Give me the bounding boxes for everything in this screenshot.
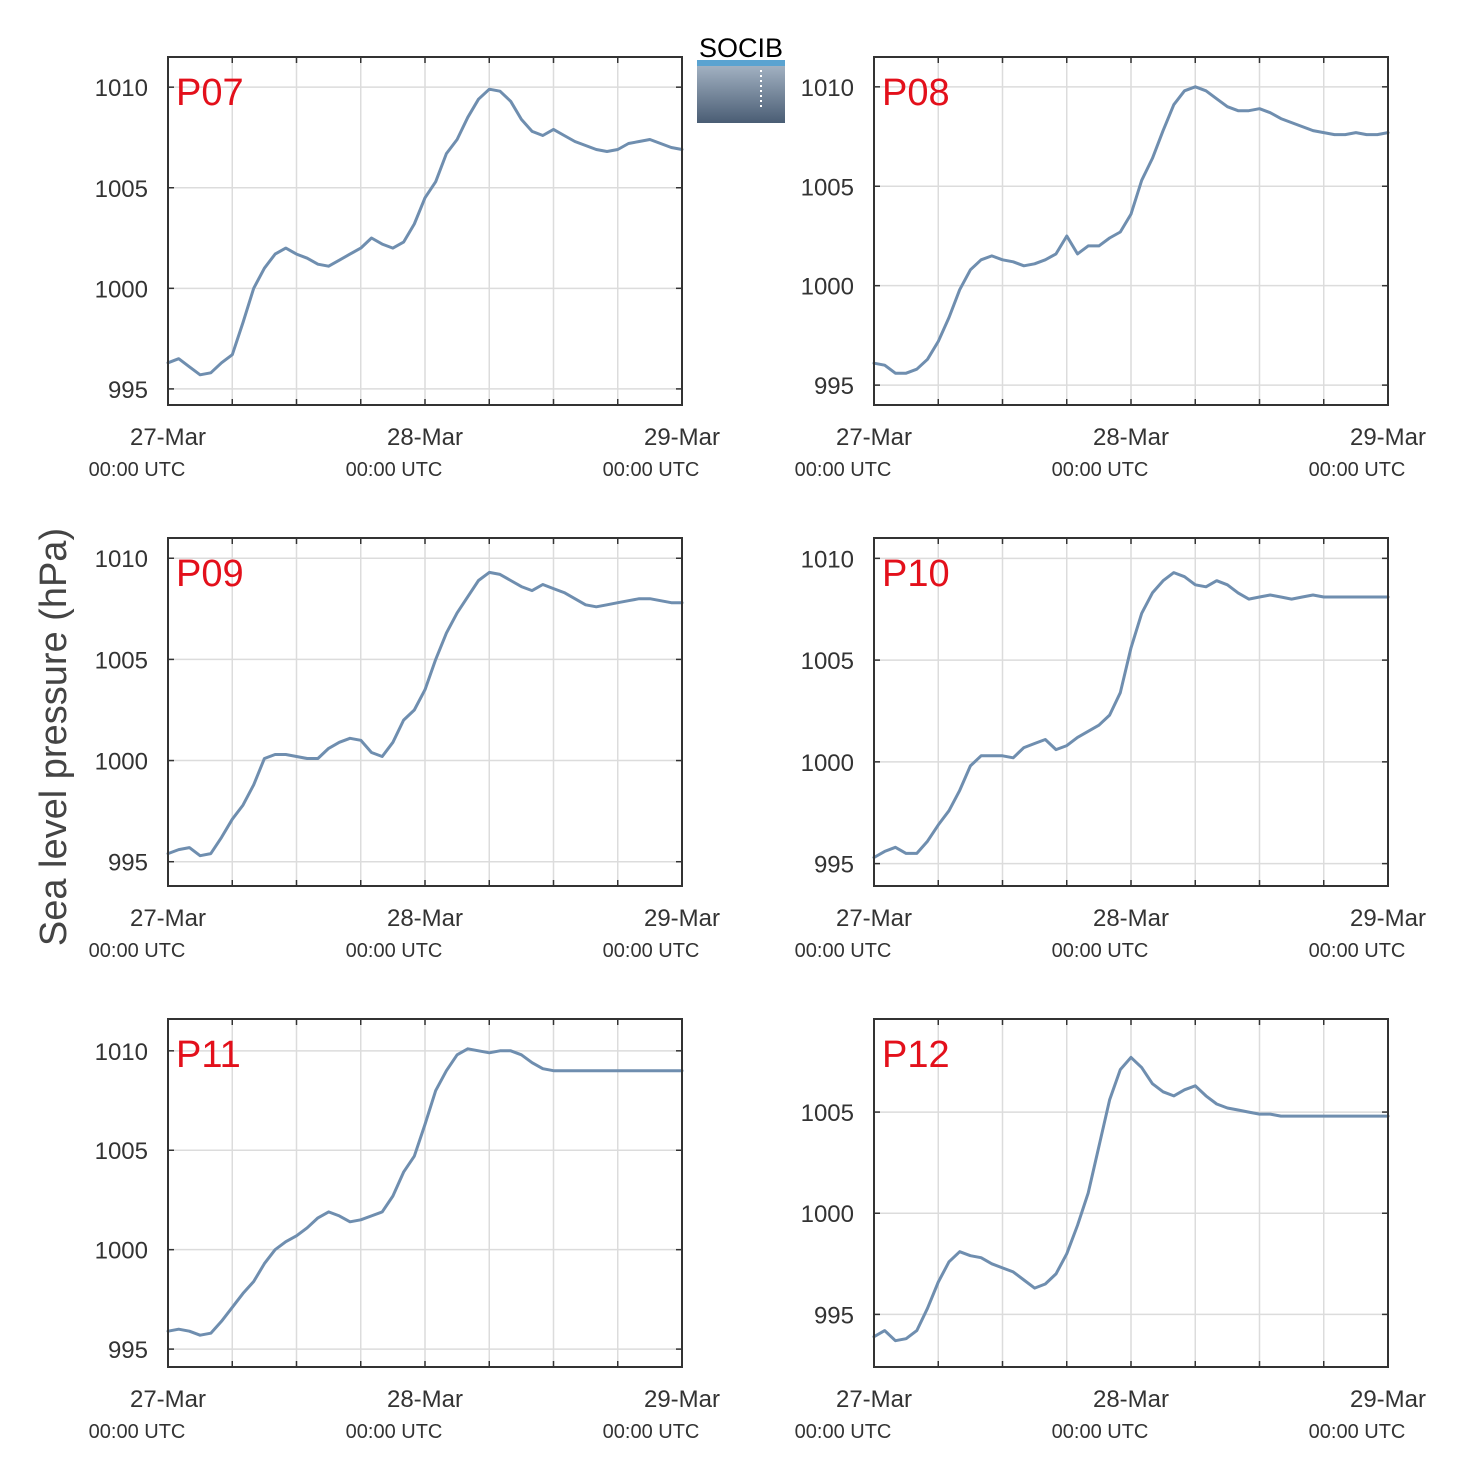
x-tick-time: 00:00 UTC [346, 1421, 443, 1443]
y-tick-label: 995 [108, 1337, 148, 1364]
x-tick-date: 27-Mar [130, 424, 206, 451]
y-tick-label: 1000 [801, 274, 854, 301]
series-line-p08 [872, 85, 1390, 375]
panels: P07 995 1000 1005 1010 27-Mar 00:00 UTC 28-Mar 0… [89, 56, 1426, 1443]
x-tick-date: 27-Mar [836, 424, 912, 451]
y-tick-label: 995 [108, 850, 148, 877]
y-tick-label: 1010 [95, 75, 148, 102]
x-tick-date: 29-Mar [1350, 905, 1426, 932]
y-tick-label: 995 [814, 373, 854, 400]
socib-logo: SOCIB [697, 33, 785, 123]
panel-p10: P10 995 1000 1005 1010 27-Mar 00:00 UTC 28-Mar 0… [795, 537, 1426, 962]
x-tick-date: 28-Mar [387, 905, 463, 932]
x-tick-time: 00:00 UTC [346, 459, 443, 481]
x-tick-date: 29-Mar [644, 424, 720, 451]
y-tick-label: 1000 [801, 1201, 854, 1228]
panel-label: P09 [176, 553, 244, 595]
series-line-p11 [166, 1047, 684, 1337]
x-tick-time: 00:00 UTC [1309, 459, 1406, 481]
x-tick-time: 00:00 UTC [1309, 1421, 1406, 1443]
x-tick-time: 00:00 UTC [1052, 1421, 1149, 1443]
y-tick-label: 1005 [95, 1138, 148, 1165]
x-tick-date: 28-Mar [387, 1386, 463, 1413]
x-tick-date: 28-Mar [1093, 1386, 1169, 1413]
series-line-p09 [166, 570, 684, 858]
x-tick-date: 29-Mar [644, 1386, 720, 1413]
panel-p07: P07 995 1000 1005 1010 27-Mar 00:00 UTC 28-Mar 0… [89, 56, 720, 481]
y-tick-label: 1000 [95, 749, 148, 776]
x-tick-date: 28-Mar [1093, 424, 1169, 451]
x-tick-time: 00:00 UTC [1052, 940, 1149, 962]
y-tick-label: 995 [108, 377, 148, 404]
y-tick-label: 1010 [95, 546, 148, 573]
plot-frame [167, 56, 683, 406]
x-tick-time: 00:00 UTC [603, 1421, 700, 1443]
panel-label: P11 [176, 1034, 241, 1076]
x-tick-time: 00:00 UTC [603, 459, 700, 481]
x-tick-date: 27-Mar [130, 1386, 206, 1413]
x-tick-date: 29-Mar [644, 905, 720, 932]
x-tick-time: 00:00 UTC [89, 1421, 186, 1443]
panel-p12: P12 995 1000 1005 27-Mar 00:00 UTC 28-Mar 00:00… [795, 1018, 1426, 1443]
y-tick-label: 1000 [95, 276, 148, 303]
y-tick-label: 1005 [801, 1100, 854, 1127]
socib-logo-wave [697, 61, 785, 123]
series-line-p07 [166, 87, 684, 377]
x-tick-time: 00:00 UTC [795, 459, 892, 481]
x-tick-time: 00:00 UTC [89, 459, 186, 481]
x-tick-date: 29-Mar [1350, 1386, 1426, 1413]
plot-frame [167, 1018, 683, 1368]
panel-p08: P08 995 1000 1005 1010 27-Mar 00:00 UTC 28-Mar 0… [795, 56, 1426, 481]
y-tick-label: 1010 [801, 546, 854, 573]
plot-frame [873, 1018, 1389, 1368]
socib-logo-text: SOCIB [699, 33, 783, 63]
plot-frame [167, 537, 683, 887]
y-tick-label: 1005 [95, 647, 148, 674]
x-tick-time: 00:00 UTC [795, 940, 892, 962]
x-tick-date: 28-Mar [1093, 905, 1169, 932]
x-tick-time: 00:00 UTC [346, 940, 443, 962]
y-tick-label: 1000 [801, 750, 854, 777]
x-tick-time: 00:00 UTC [603, 940, 700, 962]
y-tick-label: 995 [814, 1302, 854, 1329]
x-tick-time: 00:00 UTC [795, 1421, 892, 1443]
y-axis-title: Sea level pressure (hPa) [33, 528, 75, 946]
y-tick-label: 1000 [95, 1238, 148, 1265]
x-tick-time: 00:00 UTC [1309, 940, 1406, 962]
panel-label: P10 [882, 553, 950, 595]
panel-label: P12 [882, 1034, 950, 1076]
x-tick-date: 27-Mar [836, 905, 912, 932]
plot-frame [873, 537, 1389, 887]
x-tick-date: 29-Mar [1350, 424, 1426, 451]
plot-frame [873, 56, 1389, 406]
panel-p09: P09 995 1000 1005 1010 27-Mar 00:00 UTC 28-Mar 0… [89, 537, 720, 962]
panel-p11: P11 995 1000 1005 1010 27-Mar 00:00 UTC 28-Mar 0… [89, 1018, 720, 1443]
x-tick-date: 27-Mar [130, 905, 206, 932]
series-line-p12 [872, 1055, 1390, 1343]
y-tick-label: 1010 [801, 75, 854, 102]
y-tick-label: 1010 [95, 1039, 148, 1066]
panel-label: P07 [176, 72, 244, 114]
panel-label: P08 [882, 72, 950, 114]
x-tick-time: 00:00 UTC [89, 940, 186, 962]
x-tick-date: 27-Mar [836, 1386, 912, 1413]
x-tick-date: 28-Mar [387, 424, 463, 451]
y-tick-label: 1005 [801, 648, 854, 675]
x-tick-time: 00:00 UTC [1052, 459, 1149, 481]
socib-logo-band [697, 60, 785, 66]
series-line-p10 [872, 571, 1390, 859]
y-tick-label: 1005 [801, 174, 854, 201]
y-tick-label: 995 [814, 852, 854, 879]
y-tick-label: 1005 [95, 176, 148, 203]
